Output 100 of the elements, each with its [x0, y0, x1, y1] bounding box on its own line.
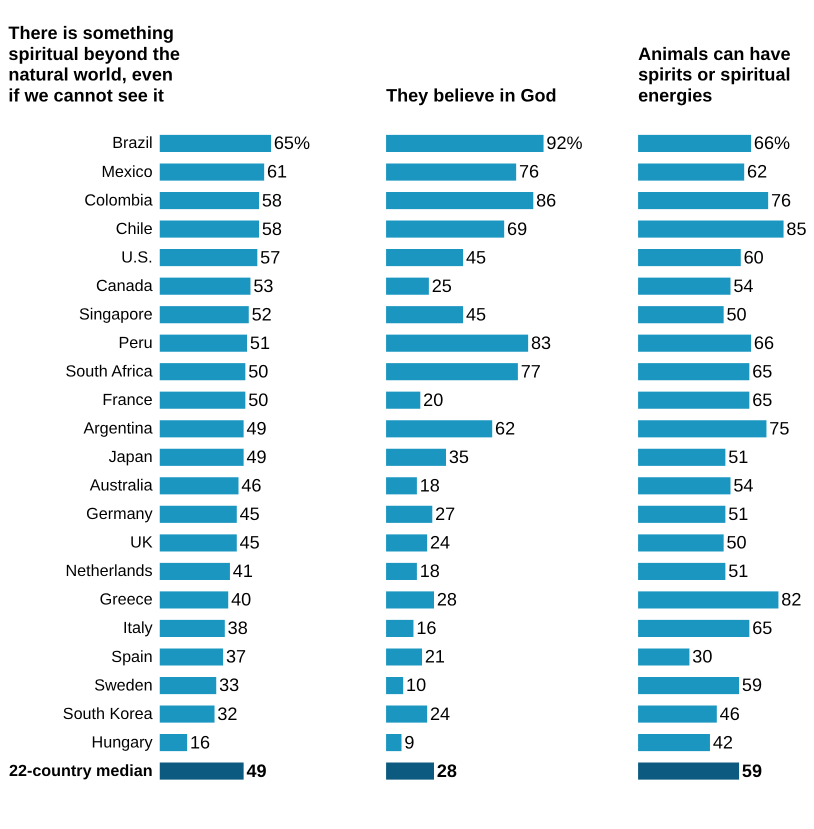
bar — [386, 392, 420, 409]
data-label: 24 — [430, 704, 450, 724]
y-tick-label: Australia — [90, 476, 153, 495]
bar — [638, 249, 741, 266]
bar — [386, 648, 422, 666]
bar — [638, 392, 750, 409]
data-label: 58 — [262, 218, 282, 239]
data-label: 46 — [241, 476, 262, 496]
data-label: 69 — [507, 218, 528, 239]
bar — [386, 762, 434, 780]
data-label: 66 — [754, 332, 774, 353]
bar — [386, 591, 434, 608]
bar — [386, 192, 534, 210]
data-label: 18 — [420, 476, 440, 496]
data-label: 82 — [781, 590, 802, 610]
bar — [386, 163, 516, 181]
data-label: 38 — [228, 618, 248, 638]
data-label: 25 — [432, 276, 452, 296]
bar — [160, 734, 188, 752]
data-label: 59 — [742, 675, 762, 696]
data-label: 49 — [246, 418, 267, 438]
bar — [160, 278, 250, 295]
bar — [160, 249, 258, 266]
data-label: 16 — [190, 732, 210, 752]
data-label: 51 — [250, 332, 270, 353]
data-label: 61 — [267, 162, 288, 182]
y-tick-label: South Africa — [66, 362, 153, 380]
data-label: 45 — [466, 304, 486, 324]
data-label: 40 — [231, 590, 252, 610]
bar — [160, 620, 225, 638]
bar — [386, 448, 446, 466]
data-label: 52 — [252, 304, 272, 324]
data-label: 51 — [728, 504, 748, 524]
bar — [638, 762, 740, 780]
chart-title: Animals can have spirits or spiritual energies — [638, 44, 791, 106]
data-label: 28 — [436, 590, 457, 610]
bar — [638, 363, 750, 380]
bar — [638, 534, 724, 552]
y-tick-label: South Korea — [62, 704, 153, 723]
bar — [638, 420, 766, 438]
bar — [386, 506, 432, 523]
bar — [638, 134, 752, 152]
bar — [638, 676, 740, 694]
chart-title: There is something spiritual beyond the natural world, even if we cannot see it — [8, 22, 180, 106]
bar — [638, 306, 724, 324]
bar — [386, 363, 518, 380]
data-label: 28 — [436, 760, 457, 781]
bar — [386, 620, 414, 638]
y-tick-label: 22-country median — [8, 762, 153, 780]
y-tick-label: Spain — [111, 648, 153, 666]
y-tick-label: Colombia — [84, 191, 153, 210]
bar — [638, 163, 744, 181]
data-label: 50 — [726, 304, 747, 324]
y-tick-label: Canada — [96, 276, 153, 295]
data-label: 46 — [720, 704, 740, 724]
data-label: 20 — [423, 390, 444, 410]
data-label: 76 — [519, 162, 540, 182]
data-label: 32 — [217, 704, 238, 724]
data-label: 45 — [466, 247, 486, 268]
bar — [638, 278, 731, 295]
y-tick-label: Argentina — [83, 420, 153, 438]
data-label: 10 — [406, 675, 426, 696]
data-label: 62 — [747, 162, 768, 182]
bar — [638, 506, 726, 523]
y-tick-label: France — [102, 391, 153, 409]
bar — [386, 562, 417, 580]
bar — [160, 506, 237, 523]
bar — [386, 278, 429, 295]
bar — [160, 192, 260, 210]
data-label: 83 — [531, 332, 552, 353]
bar — [160, 334, 248, 352]
data-label: 66% — [754, 133, 790, 154]
data-label: 60 — [744, 247, 764, 268]
bar — [160, 676, 216, 694]
data-label: 27 — [435, 504, 456, 524]
data-label: 51 — [728, 447, 748, 468]
data-label: 50 — [726, 532, 747, 553]
data-label: 45 — [240, 532, 260, 553]
data-label: 42 — [712, 732, 733, 752]
bar — [160, 762, 244, 780]
bar — [160, 591, 228, 608]
y-tick-label: UK — [130, 534, 153, 552]
y-tick-label: Sweden — [94, 676, 153, 694]
bar — [160, 134, 272, 152]
data-label: 50 — [248, 390, 268, 410]
bar — [386, 734, 402, 752]
data-label: 18 — [420, 561, 440, 582]
bar — [638, 705, 717, 723]
bar — [160, 363, 246, 380]
data-label: 51 — [728, 561, 748, 582]
bar — [638, 734, 710, 752]
y-tick-label: Singapore — [78, 305, 153, 324]
data-label: 65 — [752, 361, 772, 382]
bar — [386, 420, 492, 438]
data-label: 57 — [260, 247, 280, 268]
bar — [638, 477, 731, 494]
bar — [638, 220, 784, 238]
data-label: 62 — [495, 418, 516, 438]
y-tick-label: Mexico — [101, 162, 153, 181]
data-label: 54 — [733, 276, 754, 296]
